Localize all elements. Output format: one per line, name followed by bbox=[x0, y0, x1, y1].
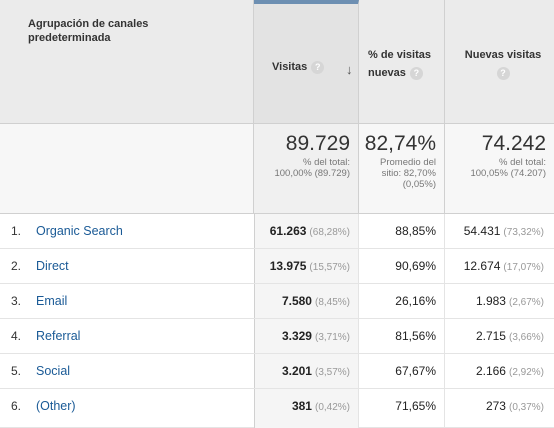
table-row: 3. Email 7.580 (8,45%) 26,16% 1.983 (2,67%… bbox=[0, 284, 554, 319]
totals-new-visits-cell: 74.242 % del total: 100,05% (74.207) bbox=[445, 124, 554, 214]
totals-label-cell bbox=[0, 124, 254, 214]
new-visits-cell: 2.166 (2,92%) bbox=[445, 354, 554, 388]
total-pct-new-sub-1: Promedio del bbox=[380, 157, 436, 168]
visits-share: (8,45%) bbox=[314, 297, 350, 308]
new-visits-value: 54.431 bbox=[463, 224, 501, 238]
pct-new-cell: 88,85% bbox=[359, 214, 445, 248]
row-number: 4. bbox=[11, 329, 22, 343]
new-visits-share: (2,67%) bbox=[508, 297, 544, 308]
table-row: 2. Direct 13.975 (15,57%) 90,69% 12.674 (1… bbox=[0, 249, 554, 284]
new-visits-share: (0,37%) bbox=[508, 402, 544, 413]
help-icon[interactable]: ? bbox=[496, 66, 510, 80]
new-visits-cell: 12.674 (17,07%) bbox=[445, 249, 554, 283]
new-visits-cell: 2.715 (3,66%) bbox=[445, 319, 554, 353]
row-number: 6. bbox=[11, 399, 22, 413]
channel-link[interactable]: Email bbox=[36, 294, 68, 308]
visits-cell: 381 (0,42%) bbox=[254, 389, 359, 428]
new-visits-share: (17,07%) bbox=[503, 262, 544, 273]
visits-cell: 61.263 (68,28%) bbox=[254, 214, 359, 248]
new-visits-value: 273 bbox=[485, 399, 506, 413]
visits-header-label: Visitas bbox=[272, 61, 308, 73]
channel-link[interactable]: (Other) bbox=[36, 399, 76, 413]
help-icon[interactable]: ? bbox=[311, 60, 325, 74]
new-visits-value: 2.166 bbox=[475, 364, 506, 378]
visits-share: (3,57%) bbox=[314, 367, 350, 378]
channel-link[interactable]: Direct bbox=[36, 259, 69, 273]
visits-value: 381 bbox=[291, 399, 312, 413]
totals-pct-new-cell: 82,74% Promedio del sitio: 82,70% (0,05%… bbox=[359, 124, 445, 214]
total-new-visits: 74.242 bbox=[481, 132, 546, 155]
visits-header[interactable]: Visitas? ↓ bbox=[254, 0, 359, 124]
total-new-visits-sub-label: % del total: bbox=[499, 157, 546, 168]
visits-cell: 3.329 (3,71%) bbox=[254, 319, 359, 353]
total-pct-new-sub-3: (0,05%) bbox=[402, 179, 436, 190]
total-pct-new: 82,74% bbox=[364, 132, 436, 155]
row-number: 2. bbox=[11, 259, 22, 273]
total-visits: 89.729 bbox=[285, 132, 350, 155]
new-visits-share: (73,32%) bbox=[503, 227, 544, 238]
table-row: 6. (Other) 381 (0,42%) 71,65% 273 (0,37%) bbox=[0, 389, 554, 428]
table-row: 1. Organic Search 61.263 (68,28%) 88,85% … bbox=[0, 214, 554, 249]
total-visits-sub-value: 100,00% (89.729) bbox=[274, 168, 350, 179]
dimension-header-label: Agrupación de canales predeterminada bbox=[28, 18, 149, 44]
new-visits-share: (3,66%) bbox=[508, 332, 544, 343]
table-row: 4. Referral 3.329 (3,71%) 81,56% 2.715 (3,… bbox=[0, 319, 554, 354]
total-pct-new-sub-2: sitio: 82,70% bbox=[381, 168, 436, 179]
visits-share: (3,71%) bbox=[314, 332, 350, 343]
table-row: 5. Social 3.201 (3,57%) 67,67% 2.166 (2,92… bbox=[0, 354, 554, 389]
pct-new-cell: 90,69% bbox=[359, 249, 445, 283]
new-visits-value: 2.715 bbox=[475, 329, 506, 343]
totals-visits-cell: 89.729 % del total: 100,00% (89.729) bbox=[254, 124, 359, 214]
new-visits-header[interactable]: Nuevas visitas ? bbox=[445, 0, 554, 124]
new-visits-pct-header[interactable]: % de visitas nuevas? bbox=[359, 0, 445, 124]
new-visits-cell: 1.983 (2,67%) bbox=[445, 284, 554, 318]
dimension-header[interactable]: Agrupación de canales predeterminada bbox=[0, 0, 254, 124]
visits-cell: 7.580 (8,45%) bbox=[254, 284, 359, 318]
visits-cell: 13.975 (15,57%) bbox=[254, 249, 359, 283]
pct-new-cell: 67,67% bbox=[359, 354, 445, 388]
row-number: 1. bbox=[11, 224, 22, 238]
channel-link[interactable]: Referral bbox=[36, 329, 81, 343]
visits-value: 3.201 bbox=[281, 364, 312, 378]
new-visits-value: 1.983 bbox=[475, 294, 506, 308]
visits-value: 7.580 bbox=[281, 294, 312, 308]
new-visits-value: 12.674 bbox=[463, 259, 501, 273]
row-number: 3. bbox=[11, 294, 22, 308]
channel-link[interactable]: Organic Search bbox=[36, 224, 123, 238]
new-visits-cell: 54.431 (73,32%) bbox=[445, 214, 554, 248]
visits-value: 61.263 bbox=[269, 224, 307, 238]
help-icon[interactable]: ? bbox=[409, 66, 423, 80]
pct-new-cell: 71,65% bbox=[359, 389, 445, 428]
visits-value: 13.975 bbox=[269, 259, 307, 273]
visits-share: (15,57%) bbox=[309, 262, 350, 273]
new-visits-cell: 273 (0,37%) bbox=[445, 389, 554, 423]
row-number: 5. bbox=[11, 364, 22, 378]
pct-new-cell: 81,56% bbox=[359, 319, 445, 353]
pct-new-cell: 26,16% bbox=[359, 284, 445, 318]
visits-share: (0,42%) bbox=[314, 402, 350, 413]
visits-value: 3.329 bbox=[281, 329, 312, 343]
new-visits-pct-header-label: % de visitas nuevas bbox=[368, 49, 431, 79]
sort-descending-icon[interactable]: ↓ bbox=[346, 62, 353, 77]
new-visits-header-label: Nuevas visitas bbox=[464, 49, 542, 61]
new-visits-share: (2,92%) bbox=[508, 367, 544, 378]
channel-link[interactable]: Social bbox=[36, 364, 71, 378]
visits-share: (68,28%) bbox=[309, 227, 350, 238]
visits-cell: 3.201 (3,57%) bbox=[254, 354, 359, 388]
total-new-visits-sub-value: 100,05% (74.207) bbox=[470, 168, 546, 179]
total-visits-sub-label: % del total: bbox=[303, 157, 350, 168]
